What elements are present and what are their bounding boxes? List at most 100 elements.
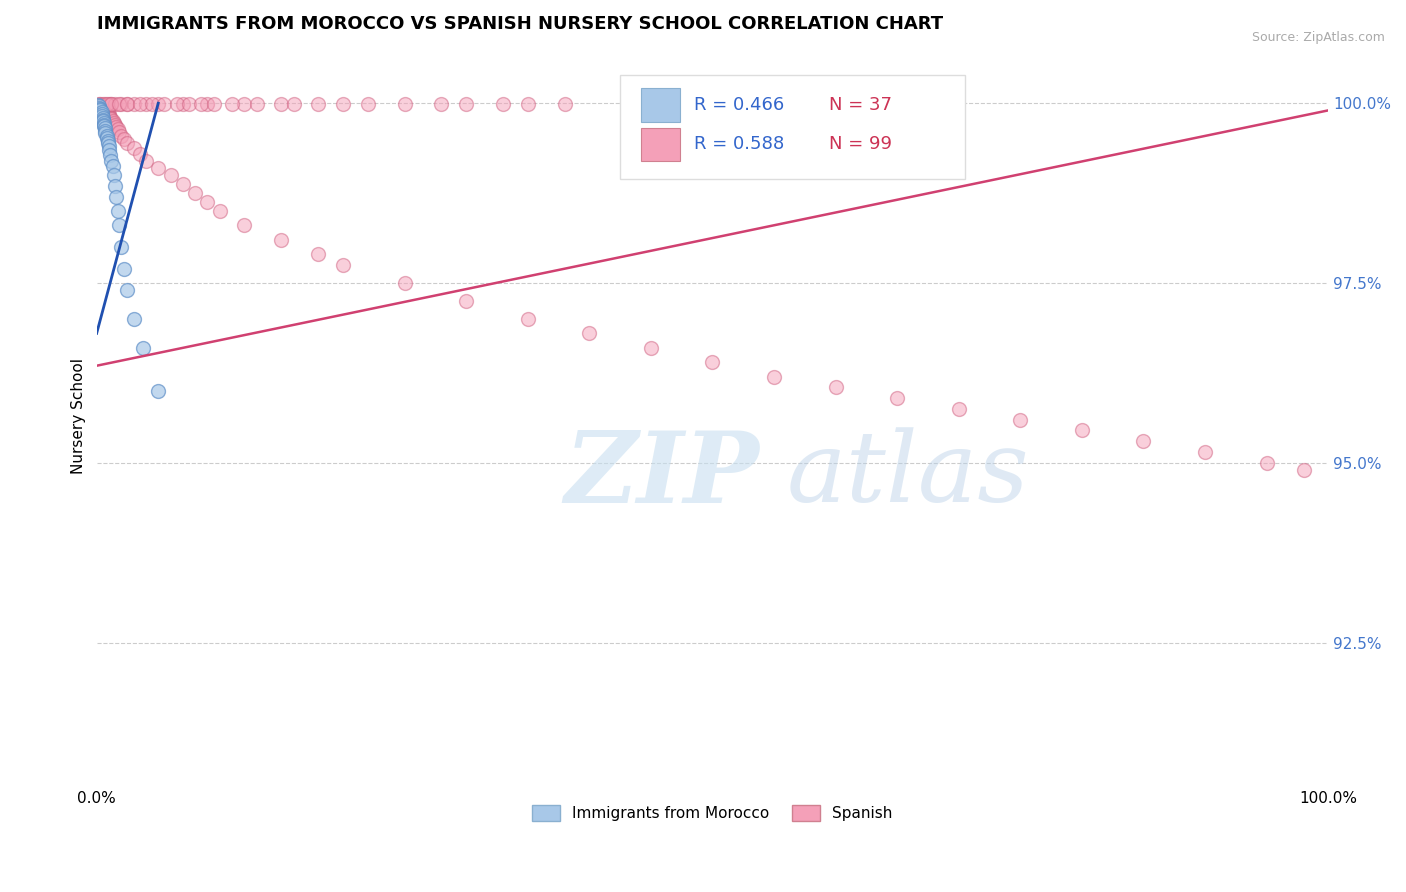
- Point: [148, 97, 170, 112]
- Point: [90, 99, 112, 113]
- Point: [430, 97, 453, 112]
- Point: [96, 104, 118, 119]
- Point: [221, 97, 243, 112]
- Point: [148, 161, 170, 175]
- Point: [110, 97, 132, 112]
- Point: [98, 97, 121, 112]
- Point: [97, 108, 120, 122]
- Point: [117, 283, 139, 297]
- Point: [554, 97, 576, 112]
- Point: [97, 134, 120, 148]
- Point: [270, 233, 292, 247]
- Point: [91, 97, 114, 112]
- Point: [94, 127, 117, 141]
- Point: [98, 148, 121, 162]
- Point: [456, 293, 478, 308]
- Point: [135, 97, 157, 112]
- Point: [105, 120, 128, 134]
- Point: [87, 99, 110, 113]
- Text: ZIP: ZIP: [565, 427, 759, 524]
- Point: [101, 114, 124, 128]
- Point: [90, 104, 112, 119]
- Point: [110, 128, 132, 143]
- Point: [104, 118, 127, 132]
- Point: [100, 97, 122, 112]
- Point: [93, 103, 115, 118]
- Point: [578, 326, 600, 341]
- Point: [100, 97, 122, 112]
- Point: [122, 97, 145, 112]
- Point: [117, 97, 139, 112]
- Point: [94, 121, 117, 136]
- Point: [98, 139, 121, 153]
- Point: [87, 97, 110, 112]
- Point: [96, 130, 118, 145]
- Point: [122, 141, 145, 155]
- Text: R = 0.466: R = 0.466: [695, 96, 785, 114]
- Point: [89, 103, 111, 118]
- Bar: [641, 88, 681, 121]
- Point: [87, 97, 110, 112]
- Point: [94, 97, 117, 112]
- Point: [824, 380, 846, 394]
- Point: [172, 97, 194, 112]
- Point: [91, 100, 114, 114]
- Point: [128, 97, 150, 112]
- Point: [172, 177, 194, 191]
- Point: [101, 160, 124, 174]
- Text: atlas: atlas: [786, 427, 1029, 523]
- Point: [87, 100, 110, 114]
- Point: [456, 97, 478, 112]
- Point: [104, 97, 127, 112]
- Point: [94, 104, 117, 119]
- Point: [98, 107, 121, 121]
- Point: [112, 132, 135, 146]
- Point: [159, 168, 181, 182]
- Point: [89, 97, 111, 112]
- Point: [948, 401, 970, 416]
- Point: [1256, 456, 1278, 470]
- Point: [492, 97, 515, 112]
- Point: [332, 258, 354, 272]
- Text: R = 0.588: R = 0.588: [695, 136, 785, 153]
- Point: [87, 99, 110, 113]
- Point: [107, 204, 129, 219]
- Point: [93, 116, 115, 130]
- Point: [132, 341, 155, 355]
- Point: [1132, 434, 1154, 449]
- FancyBboxPatch shape: [620, 75, 965, 179]
- Point: [283, 97, 305, 112]
- Point: [107, 122, 129, 136]
- Point: [307, 247, 329, 261]
- Point: [100, 112, 122, 126]
- Point: [93, 120, 115, 134]
- Point: [98, 109, 121, 123]
- Point: [96, 128, 118, 143]
- Point: [762, 369, 785, 384]
- Point: [112, 261, 135, 276]
- Point: [89, 102, 111, 116]
- Point: [394, 97, 416, 112]
- Point: [516, 312, 538, 326]
- Point: [1292, 463, 1315, 477]
- Point: [166, 97, 188, 112]
- Point: [177, 97, 200, 112]
- Point: [89, 98, 111, 112]
- Point: [94, 103, 117, 117]
- Point: [98, 111, 121, 125]
- Point: [516, 97, 538, 112]
- Point: [117, 97, 139, 112]
- Point: [246, 97, 269, 112]
- Point: [87, 97, 110, 112]
- Point: [93, 101, 115, 115]
- Point: [197, 97, 219, 112]
- Point: [104, 178, 127, 193]
- Point: [190, 97, 212, 112]
- Point: [886, 391, 908, 405]
- Point: [356, 97, 378, 112]
- Point: [108, 125, 131, 139]
- Point: [97, 105, 120, 120]
- Point: [98, 143, 121, 157]
- Point: [90, 101, 112, 115]
- Point: [122, 312, 145, 326]
